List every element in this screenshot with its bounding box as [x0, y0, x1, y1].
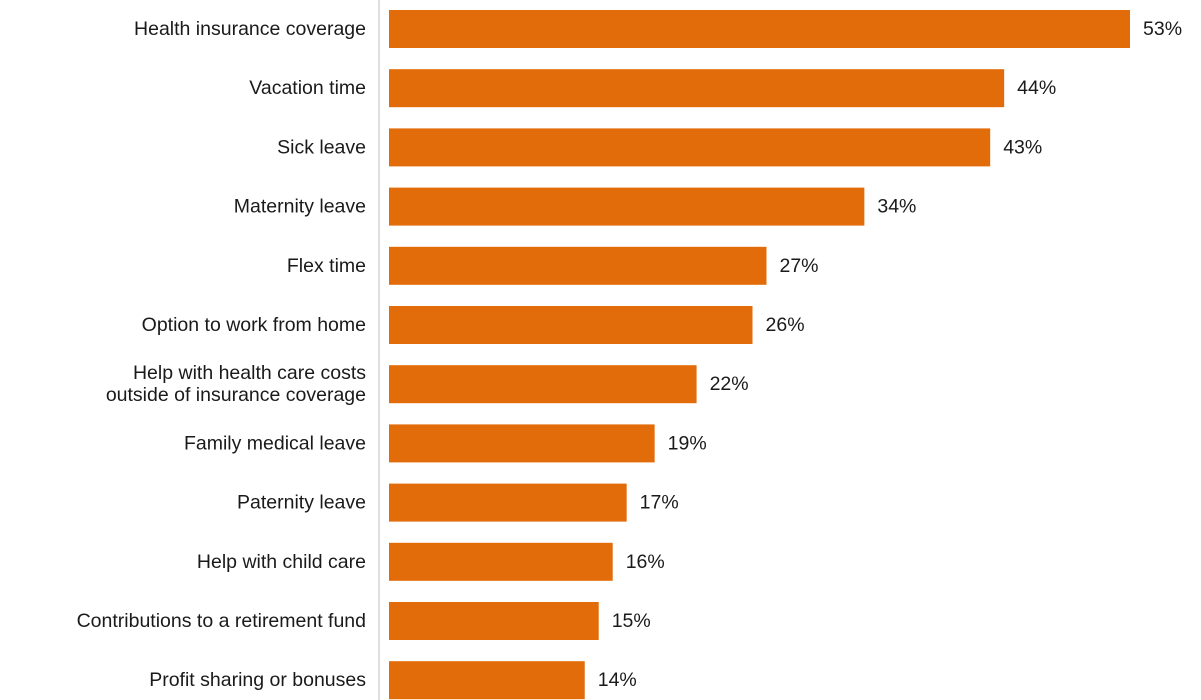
category-label: Profit sharing or bonuses: [149, 669, 366, 691]
value-label: 17%: [640, 492, 679, 514]
category-label-line: Vacation time: [249, 77, 366, 99]
value-label: 26%: [766, 314, 805, 336]
category-label-line: Sick leave: [277, 136, 366, 158]
bar: [389, 661, 585, 700]
category-label-line: Profit sharing or bonuses: [149, 669, 366, 691]
bar: [389, 306, 753, 344]
category-label-line: Contributions to a retirement fund: [77, 610, 366, 632]
category-label-line: Option to work from home: [142, 314, 366, 336]
category-label-line: Maternity leave: [234, 196, 366, 218]
category-label: Contributions to a retirement fund: [77, 610, 366, 632]
bar: [389, 69, 1005, 108]
bar: [389, 602, 599, 640]
category-label: Family medical leave: [184, 432, 366, 454]
category-labels-group: Health insurance coverage Vacation time Si…: [77, 18, 367, 691]
bar: [389, 424, 655, 463]
value-label: 19%: [668, 432, 707, 454]
category-label: Sick leave: [277, 136, 366, 158]
category-label: Vacation time: [249, 77, 366, 99]
value-labels-group: 53% 44% 43% 34% 27% 26% 22% 19% 17% 16% 15% 14%: [598, 18, 1182, 691]
category-label: Option to work from home: [142, 314, 366, 336]
category-label: Health insurance coverage: [134, 18, 366, 40]
value-label: 43%: [1003, 136, 1042, 158]
value-label: 16%: [626, 551, 665, 573]
value-label: 27%: [779, 255, 818, 277]
value-label: 15%: [612, 610, 651, 632]
value-label: 34%: [877, 196, 916, 218]
bar: [389, 10, 1130, 48]
category-label: Maternity leave: [234, 196, 366, 218]
bar: [389, 365, 697, 404]
category-label-line: Help with child care: [197, 551, 366, 573]
category-label-line: Paternity leave: [237, 492, 366, 514]
value-label: 53%: [1143, 18, 1182, 40]
bar: [389, 128, 991, 167]
category-label: Help with child care: [197, 551, 366, 573]
category-label: Help with health care costs outside of in…: [106, 362, 366, 406]
category-label-line: outside of insurance coverage: [106, 384, 366, 406]
bar: [389, 483, 627, 522]
value-label: 14%: [598, 669, 637, 691]
bars-group: [389, 10, 1130, 700]
value-label: 44%: [1017, 77, 1056, 99]
category-label: Paternity leave: [237, 492, 366, 514]
value-label: 22%: [710, 373, 749, 395]
category-label-line: Family medical leave: [184, 432, 366, 454]
category-label: Flex time: [287, 255, 366, 277]
bar: [389, 187, 865, 226]
category-label-line: Health insurance coverage: [134, 18, 366, 40]
category-label-line: Help with health care costs: [133, 362, 366, 384]
category-label-line: Flex time: [287, 255, 366, 277]
bar: [389, 542, 613, 581]
bar: [389, 246, 767, 285]
